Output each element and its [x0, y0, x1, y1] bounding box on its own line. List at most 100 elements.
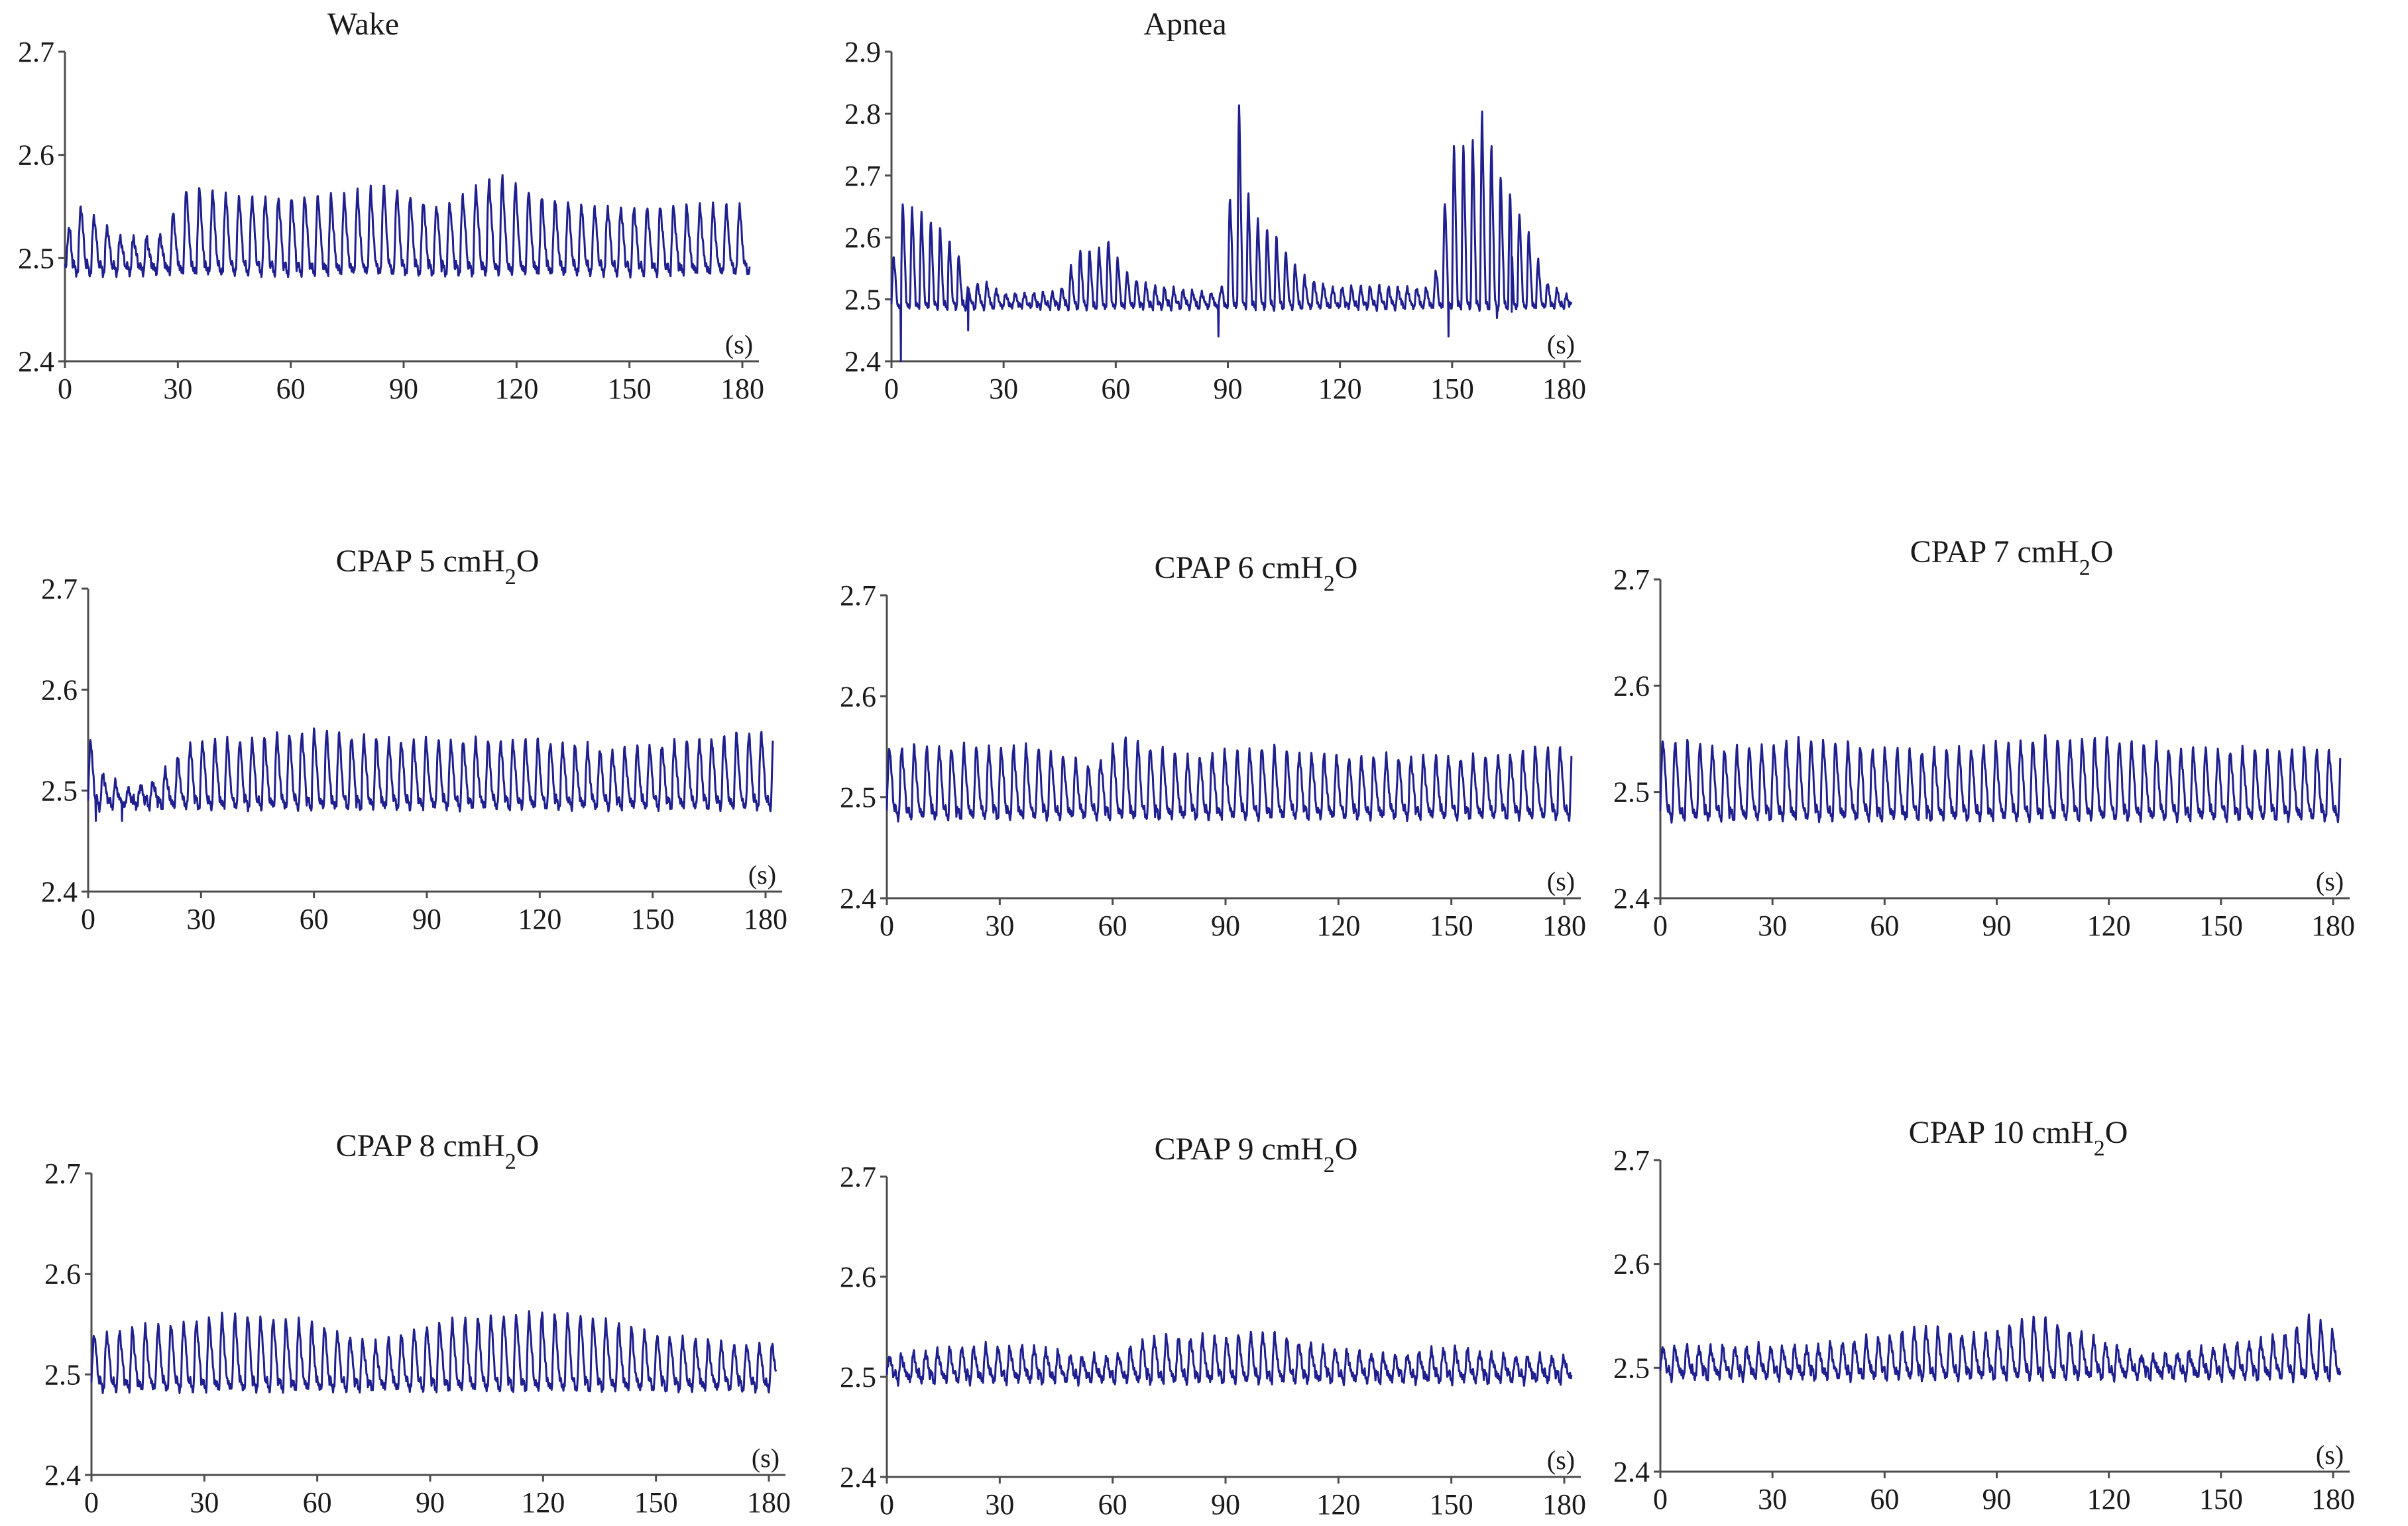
x-tick-label: 180	[1542, 910, 1586, 942]
x-tick-label: 0	[880, 1488, 894, 1521]
x-axis-label: (s)	[725, 329, 753, 359]
panel-wake: Wake 2.4 2.5 2.6 2.7 0 30 60 90 120 150 180 (s)	[18, 7, 764, 405]
y-tick-label: 2.5	[18, 242, 54, 274]
chart-title: Wake	[327, 7, 399, 42]
x-tick-label: 60	[1101, 373, 1130, 405]
x-tick-label: 0	[84, 1486, 99, 1519]
x-tick-label: 150	[2199, 1483, 2243, 1515]
chart-title: Apnea	[1143, 7, 1226, 42]
y-tick-label: 2.6	[840, 680, 876, 713]
x-tick-label: 90	[1214, 373, 1243, 405]
x-tick-label: 120	[494, 373, 538, 405]
y-tick-label: 2.6	[44, 1258, 81, 1291]
y-tick-label: 2.7	[18, 36, 54, 68]
x-tick-label: 90	[1982, 1483, 2012, 1515]
x-tick-label: 120	[1316, 1488, 1360, 1521]
x-tick-label: 150	[2199, 910, 2243, 942]
x-tick-label: 180	[1542, 373, 1586, 405]
panel-cpap-9-cmh-2o: CPAP 9 cmH2O 2.4 2.5 2.6 2.7 0 30 60 90 120 150 180…	[840, 1132, 1586, 1521]
x-tick-label: 90	[416, 1486, 445, 1519]
x-axis-label: (s)	[2316, 1440, 2344, 1470]
x-tick-label: 180	[2311, 1483, 2355, 1515]
y-tick-label: 2.4	[44, 1459, 81, 1492]
x-tick-label: 60	[300, 903, 329, 935]
x-tick-label: 30	[190, 1486, 219, 1519]
signal-line	[64, 174, 751, 279]
y-tick-label: 2.7	[840, 579, 876, 612]
signal-line	[890, 104, 1573, 363]
y-tick-label: 2.6	[41, 674, 78, 706]
x-axis-label: (s)	[752, 1443, 779, 1473]
x-tick-label: 120	[518, 903, 561, 935]
x-tick-label: 180	[747, 1486, 791, 1519]
signal-line	[886, 1330, 1573, 1387]
x-tick-label: 60	[1870, 1483, 1899, 1515]
y-tick-label: 2.8	[844, 97, 881, 130]
panel-cpap-5-cmh-2o: CPAP 5 cmH2O 2.4 2.5 2.6 2.7 0 30 60 90 120 150 180…	[41, 544, 787, 935]
x-tick-label: 150	[1430, 373, 1474, 405]
y-tick-label: 2.7	[41, 573, 78, 605]
x-axis-label: (s)	[1547, 866, 1575, 896]
y-tick-label: 2.9	[844, 36, 881, 68]
chart-title: CPAP 10 cmH2O	[1909, 1115, 2128, 1161]
panel-cpap-7-cmh-2o: CPAP 7 cmH2O 2.4 2.5 2.6 2.7 0 30 60 90 120 150 180…	[1613, 534, 2355, 942]
x-tick-label: 150	[1430, 1488, 1473, 1521]
panel-cpap-8-cmh-2o: CPAP 8 cmH2O 2.4 2.5 2.6 2.7 0 30 60 90 120 150 180…	[44, 1128, 791, 1519]
x-tick-label: 30	[186, 903, 215, 935]
y-tick-label: 2.5	[844, 284, 881, 316]
x-tick-label: 150	[1430, 910, 1473, 942]
y-tick-label: 2.6	[844, 221, 881, 254]
chart-title: CPAP 8 cmH2O	[336, 1128, 540, 1174]
y-tick-label: 2.4	[1613, 882, 1650, 915]
panel-cpap-10-cmh-2o: CPAP 10 cmH2O 2.4 2.5 2.6 2.7 0 30 60 90 120 150 18…	[1613, 1115, 2355, 1515]
chart-title: CPAP 5 cmH2O	[336, 544, 540, 589]
signal-line	[90, 1310, 777, 1395]
x-tick-label: 180	[2311, 910, 2355, 942]
signal-line	[1659, 734, 2342, 824]
y-tick-label: 2.5	[840, 782, 876, 814]
x-tick-label: 60	[1870, 910, 1899, 942]
x-tick-label: 0	[880, 910, 894, 942]
y-tick-label: 2.7	[840, 1161, 876, 1193]
x-tick-label: 90	[412, 903, 441, 935]
x-tick-label: 60	[303, 1486, 332, 1519]
y-tick-label: 2.6	[18, 139, 54, 172]
chart-title: CPAP 6 cmH2O	[1155, 550, 1358, 596]
x-tick-label: 30	[163, 373, 192, 405]
x-tick-label: 150	[608, 373, 652, 405]
y-tick-label: 2.4	[844, 345, 881, 378]
signal-line	[886, 736, 1573, 823]
x-tick-label: 120	[1318, 373, 1362, 405]
x-tick-label: 0	[884, 373, 899, 405]
x-tick-label: 90	[1211, 1488, 1240, 1521]
chart-title: CPAP 7 cmH2O	[1910, 534, 2114, 580]
y-tick-label: 2.5	[41, 775, 78, 807]
x-tick-label: 0	[81, 903, 95, 935]
x-tick-label: 120	[521, 1486, 565, 1519]
x-tick-label: 60	[1098, 1488, 1127, 1521]
x-axis-label: (s)	[1547, 1445, 1575, 1475]
x-tick-label: 90	[1211, 910, 1240, 942]
signal-line	[1659, 1313, 2342, 1383]
x-tick-label: 120	[1316, 910, 1360, 942]
y-tick-label: 2.5	[1613, 776, 1650, 809]
x-tick-label: 30	[989, 373, 1018, 405]
y-tick-label: 2.4	[18, 345, 54, 378]
y-tick-label: 2.7	[1613, 1144, 1650, 1177]
y-tick-label: 2.4	[840, 1461, 876, 1494]
y-tick-label: 2.7	[1613, 563, 1650, 596]
x-tick-label: 180	[720, 373, 764, 405]
y-tick-label: 2.7	[844, 160, 881, 192]
y-tick-label: 2.6	[1613, 1248, 1650, 1281]
signal-line	[87, 727, 774, 822]
x-tick-label: 30	[1758, 910, 1787, 942]
x-axis-label: (s)	[748, 860, 776, 890]
x-tick-label: 90	[1982, 910, 2012, 942]
x-axis-label: (s)	[1547, 329, 1575, 359]
y-tick-label: 2.7	[44, 1157, 81, 1190]
x-tick-label: 30	[985, 910, 1014, 942]
panel-cpap-6-cmh-2o: CPAP 6 cmH2O 2.4 2.5 2.6 2.7 0 30 60 90 120 150 180…	[840, 550, 1586, 942]
y-tick-label: 2.5	[44, 1358, 81, 1391]
y-tick-label: 2.6	[1613, 670, 1650, 702]
